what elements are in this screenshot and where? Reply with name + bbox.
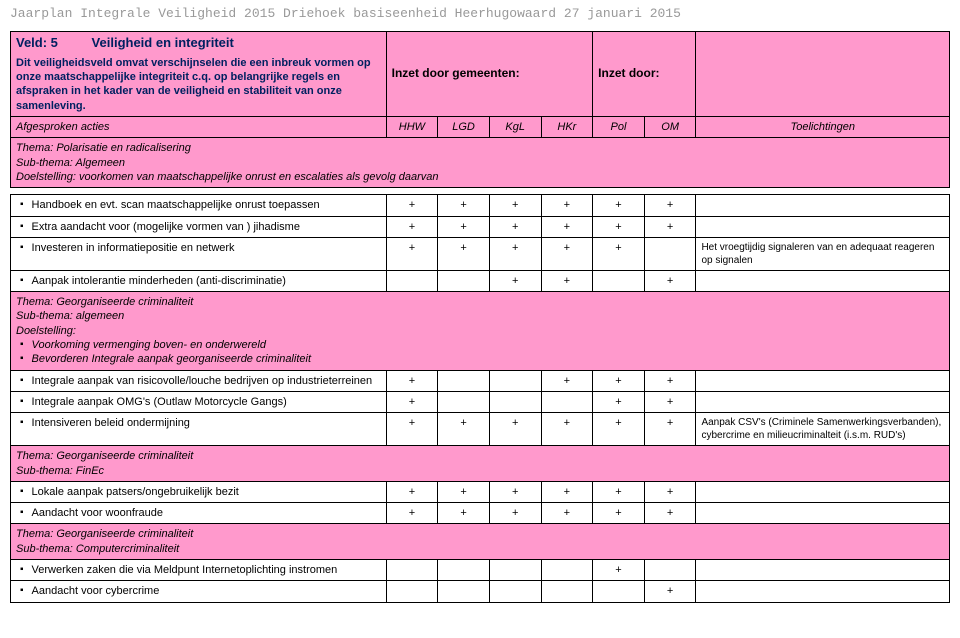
- table-row: ▪Handboek en evt. scan maatschappelijke …: [11, 195, 950, 216]
- theme-row-4: Thema: Georganiseerde criminaliteit Sub-…: [11, 524, 950, 560]
- col-toelichtingen: Toelichtingen: [696, 117, 950, 138]
- table-row: ▪Integrale aanpak van risicovolle/louche…: [11, 370, 950, 391]
- theme3-sub: Sub-thema: FinEc: [16, 464, 944, 478]
- cell-desc: Integrale aanpak van risicovolle/louche …: [32, 374, 373, 388]
- inzet-gemeenten-label: Inzet door gemeenten:: [386, 32, 593, 117]
- table-row: ▪Integrale aanpak OMG's (Outlaw Motorcyc…: [11, 391, 950, 412]
- theme1-title: Thema: Polarisatie en radicalisering: [16, 141, 944, 155]
- theme4-title: Thema: Georganiseerde criminaliteit: [16, 527, 944, 541]
- table-row: ▪Intensiveren beleid ondermijning ++++++…: [11, 413, 950, 446]
- veld-label: Veld: 5: [16, 35, 58, 52]
- col-afgesproken: Afgesproken acties: [11, 117, 387, 138]
- table-row: ▪Lokale aanpak patsers/ongebruikelijk be…: [11, 481, 950, 502]
- header-block-row: Veld: 5 Veiligheid en integriteit Dit ve…: [11, 32, 950, 117]
- column-header-row: Afgesproken acties HHW LGD KgL HKr Pol O…: [11, 117, 950, 138]
- theme4-cell: Thema: Georganiseerde criminaliteit Sub-…: [11, 524, 950, 560]
- theme3-title: Thema: Georganiseerde criminaliteit: [16, 449, 944, 463]
- cell-desc: Aanpak intolerantie minderheden (anti-di…: [32, 274, 286, 288]
- col-hkr: HKr: [541, 117, 593, 138]
- page-header: Jaarplan Integrale Veiligheid 2015 Drieh…: [0, 0, 960, 31]
- table-row: ▪Verwerken zaken die via Meldpunt Intern…: [11, 560, 950, 581]
- cell-desc: Lokale aanpak patsers/ongebruikelijk bez…: [32, 485, 239, 499]
- col-lgd: LGD: [438, 117, 490, 138]
- cell-desc: Verwerken zaken die via Meldpunt Interne…: [32, 563, 338, 577]
- col-hhw: HHW: [386, 117, 438, 138]
- col-kgl: KgL: [489, 117, 541, 138]
- theme1-cell: Thema: Polarisatie en radicalisering Sub…: [11, 138, 950, 188]
- theme2-doel: Doelstelling:: [16, 324, 944, 338]
- intro-cell: Veld: 5 Veiligheid en integriteit Dit ve…: [11, 32, 387, 117]
- main-table: Veld: 5 Veiligheid en integriteit Dit ve…: [10, 31, 950, 603]
- header-empty-note: [696, 32, 950, 117]
- veld-title: Veiligheid en integriteit: [92, 35, 234, 52]
- theme2-title: Thema: Georganiseerde criminaliteit: [16, 295, 944, 309]
- cell-desc: Intensiveren beleid ondermijning: [32, 416, 190, 430]
- theme1-sub: Sub-thema: Algemeen: [16, 156, 944, 170]
- col-om: OM: [644, 117, 696, 138]
- cell-desc: Extra aandacht voor (mogelijke vormen va…: [32, 220, 300, 234]
- col-pol: Pol: [593, 117, 645, 138]
- inzet-door-label: Inzet door:: [593, 32, 696, 117]
- theme-row-3: Thema: Georganiseerde criminaliteit Sub-…: [11, 446, 950, 482]
- theme4-sub: Sub-thema: Computercriminaliteit: [16, 542, 944, 556]
- content-container: Veld: 5 Veiligheid en integriteit Dit ve…: [0, 31, 960, 613]
- cell-desc: Aandacht voor woonfraude: [32, 506, 163, 520]
- cell-desc: Handboek en evt. scan maatschappelijke o…: [32, 198, 320, 212]
- theme1-doel: Doelstelling: voorkomen van maatschappel…: [16, 170, 944, 184]
- theme-row-1: Thema: Polarisatie en radicalisering Sub…: [11, 138, 950, 188]
- cell-desc: Integrale aanpak OMG's (Outlaw Motorcycl…: [32, 395, 287, 409]
- table-row: ▪Extra aandacht voor (mogelijke vormen v…: [11, 216, 950, 237]
- cell-desc: Aandacht voor cybercrime: [32, 584, 160, 598]
- theme2-sub: Sub-thema: algemeen: [16, 309, 944, 323]
- table-row: ▪Aandacht voor woonfraude ++++++: [11, 503, 950, 524]
- table-row: ▪Investeren in informatiepositie en netw…: [11, 237, 950, 270]
- table-row: ▪Aanpak intolerantie minderheden (anti-d…: [11, 270, 950, 291]
- table-row: ▪Aandacht voor cybercrime +: [11, 581, 950, 602]
- cell-desc: Investeren in informatiepositie en netwe…: [32, 241, 235, 255]
- theme2-cell: Thema: Georganiseerde criminaliteit Sub-…: [11, 292, 950, 370]
- theme-row-2: Thema: Georganiseerde criminaliteit Sub-…: [11, 292, 950, 370]
- theme2-b1: Voorkoming vermenging boven- en onderwer…: [32, 338, 266, 352]
- theme3-cell: Thema: Georganiseerde criminaliteit Sub-…: [11, 446, 950, 482]
- theme2-b2: Bevorderen Integrale aanpak georganiseer…: [32, 352, 311, 366]
- intro-text: Dit veiligheidsveld omvat verschijnselen…: [16, 56, 381, 113]
